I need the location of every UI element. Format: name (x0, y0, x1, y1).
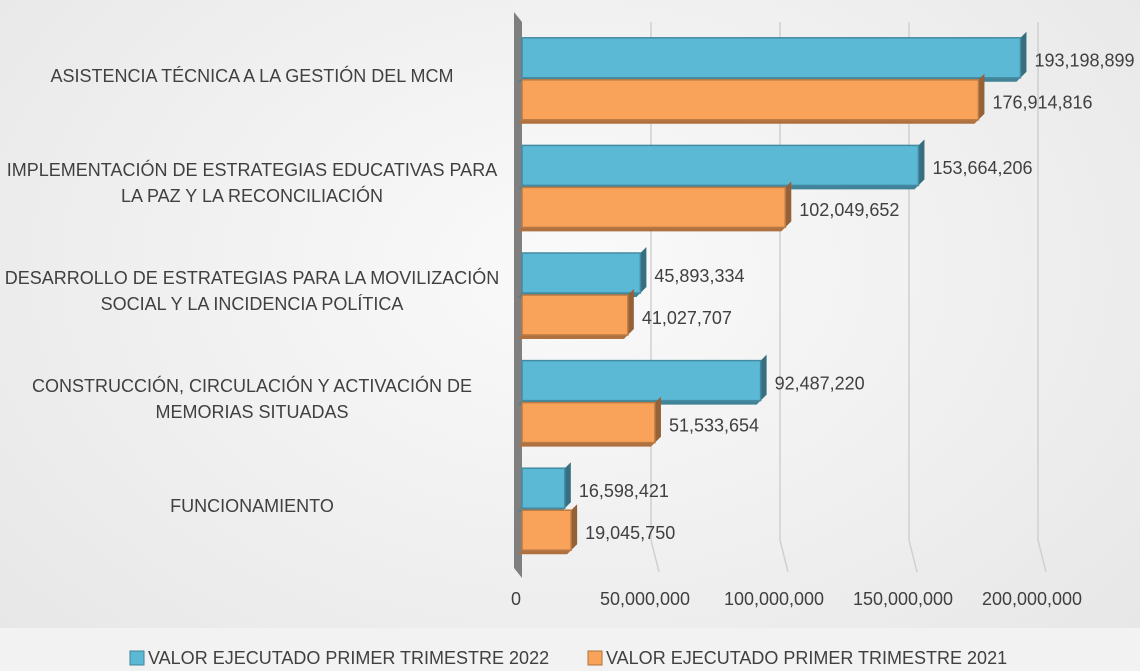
axis-wall (514, 12, 522, 578)
bar (521, 401, 656, 444)
data-label: 16,598,421 (579, 481, 669, 501)
x-tick-label: 200,000,000 (982, 589, 1082, 609)
bar-depth (518, 227, 786, 232)
data-label: 92,487,220 (775, 373, 865, 393)
bar (521, 186, 787, 229)
data-label: 176,914,816 (992, 93, 1092, 113)
legend-band (0, 628, 1140, 671)
y-tick-label: FUNCIONAMIENTO (170, 496, 334, 517)
bar-depth (785, 181, 792, 228)
x-tick-label: 50,000,000 (600, 589, 690, 609)
bar-depth (518, 442, 655, 447)
grid-line (908, 22, 918, 573)
bar (521, 144, 920, 187)
bar-depth (918, 139, 925, 186)
data-label: 19,045,750 (585, 523, 675, 543)
bar-depth (640, 247, 647, 293)
y-tick-label: CONSTRUCCIÓN, CIRCULACIÓN Y ACTIVACIÓN D… (31, 375, 473, 422)
bar (521, 79, 980, 121)
bar-depth (518, 550, 572, 555)
legend-swatch (129, 650, 145, 666)
bar-depth (654, 396, 661, 443)
x-tick-label: 150,000,000 (853, 589, 953, 609)
bar-depth (518, 119, 979, 124)
bar-depth (564, 462, 571, 509)
bar-depth (760, 354, 767, 401)
y-tick-label: IMPLEMENTACIÓN DE ESTRATEGIAS EDUCATIVAS… (6, 160, 498, 207)
bar (521, 294, 629, 336)
legend-label: VALOR EJECUTADO PRIMER TRIMESTRE 2022 (148, 648, 549, 668)
data-label: 51,533,654 (669, 415, 759, 435)
legend-swatch (587, 650, 603, 666)
data-label: 45,893,334 (654, 266, 744, 286)
y-tick-label: DESARROLLO DE ESTRATEGIAS PARA LA MOVILI… (4, 268, 500, 314)
x-tick-label: 0 (511, 589, 521, 609)
y-tick-label: ASISTENCIA TÉCNICA A LA GESTIÓN DEL MCM (50, 65, 454, 86)
data-label: 41,027,707 (642, 308, 732, 328)
grid-line (1037, 22, 1047, 573)
data-label: 102,049,652 (799, 200, 899, 220)
bar (521, 37, 1022, 79)
data-label: 153,664,206 (932, 158, 1032, 178)
bar (521, 509, 572, 551)
x-tick-label: 100,000,000 (724, 589, 824, 609)
data-label: 193,198,899 (1034, 51, 1134, 71)
bar (521, 359, 762, 402)
bar-depth (627, 289, 634, 335)
bar-depth (518, 335, 628, 339)
bar-depth (978, 73, 985, 120)
bar (521, 467, 566, 509)
legend-label: VALOR EJECUTADO PRIMER TRIMESTRE 2021 (606, 648, 1007, 668)
bar-depth (571, 504, 578, 551)
bar (521, 252, 642, 294)
bar-depth (1020, 31, 1027, 78)
